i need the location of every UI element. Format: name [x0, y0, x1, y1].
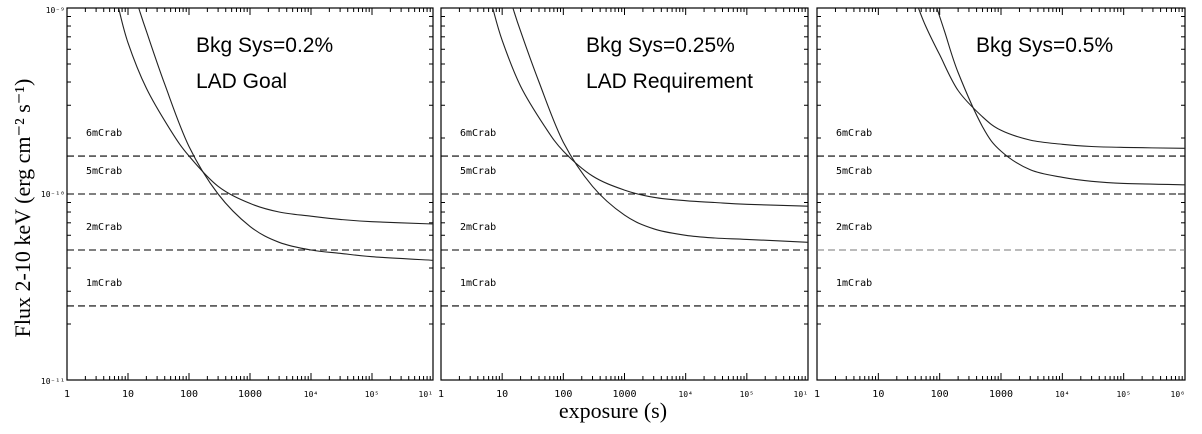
x-tick-label: 100 — [554, 389, 572, 400]
x-tick-label: 10¹ — [794, 390, 808, 399]
x-tick-label: 10⁶ — [1171, 390, 1185, 399]
x-tick-label: 10⁴ — [304, 390, 318, 399]
panel-2: 1 10 100 1000 10⁴ 10⁵ 10¹ 6mCrab 5mCrab 2mCrab 1mC… — [438, 7, 809, 400]
x-tick-label: 100 — [180, 389, 198, 400]
panel-annotation: Bkg Sys=0.25% — [586, 34, 735, 57]
y-tick-label: 10⁻⁹ — [46, 6, 65, 15]
y-tick-label: 10⁻¹¹ — [41, 377, 65, 386]
sensitivity-curve-2 — [512, 7, 809, 243]
panel-annotation: LAD Goal — [196, 70, 287, 93]
x-tick-label: 10⁴ — [678, 390, 692, 399]
x-tick-label: 10 — [122, 389, 134, 400]
sensitivity-curve-1 — [118, 7, 434, 225]
x-tick-label: 1 — [438, 389, 444, 400]
x-tick-label: 10⁴ — [1055, 390, 1069, 399]
y-axis-title: Flux 2-10 keV (erg cm⁻² s⁻¹) — [10, 79, 35, 338]
panel-annotation: Bkg Sys=0.5% — [976, 34, 1113, 57]
sensitivity-curve-1 — [917, 7, 1186, 149]
ref-label: 2mCrab — [460, 222, 496, 233]
panel-1: 1 10 100 1000 10⁴ 10⁵ 10¹ 10⁻⁹ 10⁻¹⁰ 10⁻¹¹ 6mCrab 5… — [41, 6, 434, 400]
x-tick-label: 1000 — [238, 389, 262, 400]
ref-label: 1mCrab — [86, 278, 122, 289]
x-tick-label: 1000 — [989, 389, 1013, 400]
ref-label: 5mCrab — [836, 166, 872, 177]
x-tick-label: 10 — [496, 389, 508, 400]
ref-label: 5mCrab — [86, 166, 122, 177]
panel-annotation: LAD Requirement — [586, 70, 753, 93]
x-tick-label: 1 — [64, 389, 70, 400]
ref-label: 1mCrab — [836, 278, 872, 289]
x-tick-label: 1 — [814, 389, 820, 400]
x-tick-label: 10⁵ — [740, 390, 754, 399]
x-tick-label: 10 — [872, 389, 884, 400]
x-tick-label: 1000 — [612, 389, 636, 400]
x-tick-label: 10⁵ — [365, 390, 379, 399]
sensitivity-curve-1 — [492, 7, 809, 207]
x-tick-label: 100 — [931, 389, 949, 400]
x-tick-label: 10⁵ — [1116, 390, 1130, 399]
ref-label: 6mCrab — [86, 128, 122, 139]
panel-3: 1 10 100 1000 10⁴ 10⁵ 10⁶ 6mCrab 5mCrab 2mCrab 1mC… — [814, 7, 1186, 400]
panel-annotation: Bkg Sys=0.2% — [196, 34, 333, 57]
ref-label: 6mCrab — [460, 128, 496, 139]
sensitivity-curve-2 — [138, 7, 434, 261]
x-axis-title: exposure (s) — [559, 398, 667, 423]
sensitivity-curve-2 — [936, 7, 1186, 186]
ref-label: 1mCrab — [460, 278, 496, 289]
y-tick-label: 10⁻¹⁰ — [41, 190, 65, 199]
ref-label: 5mCrab — [460, 166, 496, 177]
ref-label: 6mCrab — [836, 128, 872, 139]
x-tick-label: 10¹ — [419, 390, 433, 399]
ref-label: 2mCrab — [86, 222, 122, 233]
ref-label: 2mCrab — [836, 222, 872, 233]
